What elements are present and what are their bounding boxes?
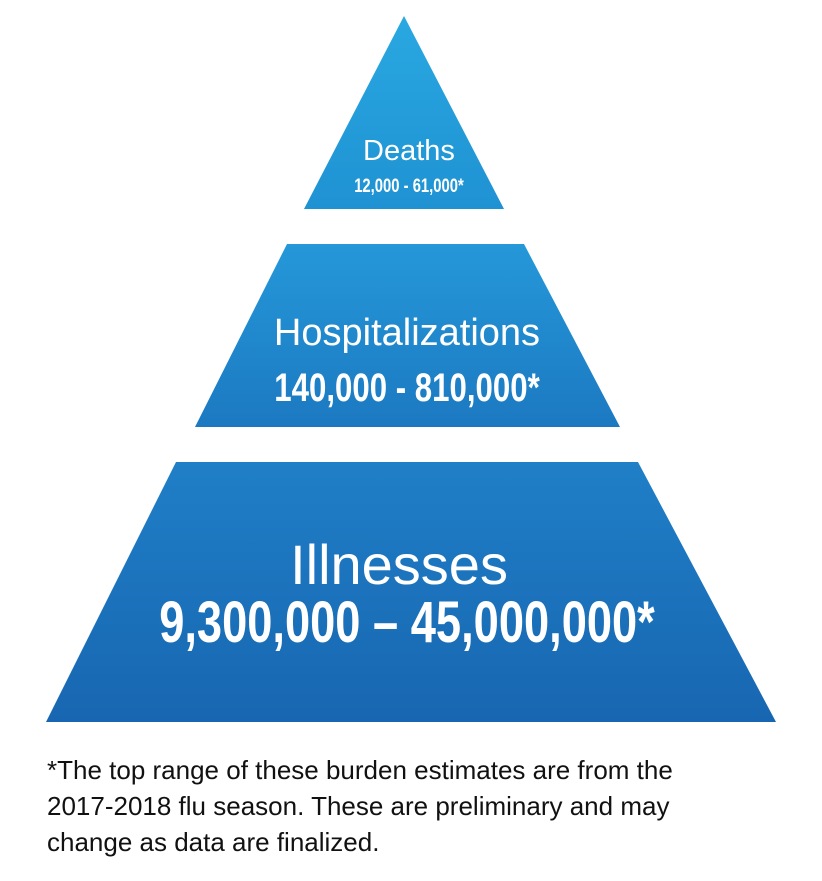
- footnote-line-1: *The top range of these burden estimates…: [47, 755, 673, 785]
- hospitalizations-title: Hospitalizations: [273, 312, 541, 354]
- footnote-line-3: change as data are finalized.: [47, 827, 380, 857]
- illnesses-range: 9,300,000 – 45,000,000*: [159, 590, 655, 655]
- footnote: *The top range of these burden estimates…: [47, 752, 807, 860]
- deaths-range: 12,000 - 61,000*: [354, 176, 464, 197]
- deaths-tier: [304, 16, 504, 209]
- hospitalizations-range: 140,000 - 810,000*: [274, 366, 540, 410]
- illnesses-tier: [46, 462, 776, 722]
- hospitalizations-tier: [195, 244, 620, 427]
- illnesses-title: Illnesses: [290, 533, 508, 596]
- deaths-title: Deaths: [363, 135, 455, 167]
- footnote-line-2: 2017-2018 flu season. These are prelimin…: [47, 791, 670, 821]
